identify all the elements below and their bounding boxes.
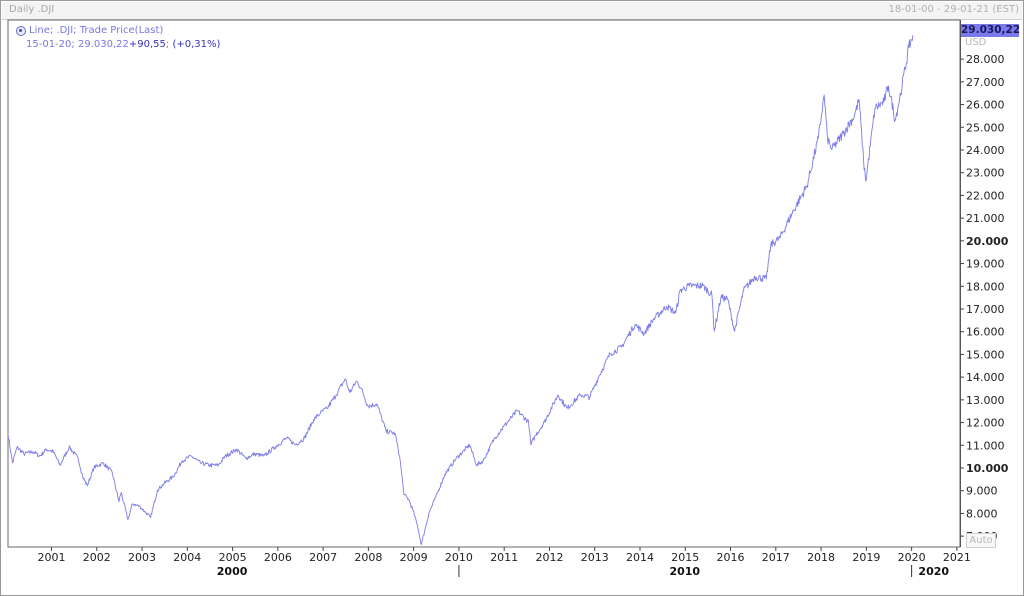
x-decade-label: 2000 bbox=[217, 565, 248, 578]
y-tick-label: 21.000 bbox=[966, 212, 1005, 225]
hover-readout: 15-01-20; 29.030,22+90,55; (+0,31%) bbox=[26, 39, 221, 50]
x-decade-label: 2010 bbox=[669, 565, 700, 578]
y-tick-label: 22.000 bbox=[966, 189, 1005, 202]
hover-value: 29.030,22 bbox=[77, 39, 129, 50]
x-tick-label: 2004 bbox=[173, 551, 201, 564]
x-tick-label: 2010 bbox=[445, 551, 473, 564]
y-tick-label: 23.000 bbox=[966, 167, 1005, 180]
last-value-badge: 29.030,22 bbox=[961, 24, 1021, 37]
x-tick-label: 2013 bbox=[581, 551, 609, 564]
y-tick-label: 8.000 bbox=[966, 507, 998, 520]
y-tick-label: 25.000 bbox=[966, 121, 1005, 134]
x-tick-label: 2002 bbox=[83, 551, 111, 564]
x-tick-label: 2014 bbox=[626, 551, 654, 564]
y-tick-label: 19.000 bbox=[966, 258, 1005, 271]
x-tick-label: 2006 bbox=[264, 551, 292, 564]
hover-date: 15-01-20 bbox=[26, 39, 72, 50]
x-tick-label: 2019 bbox=[852, 551, 880, 564]
y-tick-label: 18.000 bbox=[966, 280, 1005, 293]
x-tick-label: 2001 bbox=[38, 551, 66, 564]
series-settings-icon[interactable] bbox=[16, 26, 26, 36]
x-decade-label: 2020 bbox=[918, 565, 949, 578]
x-tick-label: 2003 bbox=[128, 551, 156, 564]
y-tick-label: 26.000 bbox=[966, 99, 1005, 112]
hover-change-pct: (+0,31%) bbox=[172, 39, 221, 50]
x-tick-label: 2009 bbox=[400, 551, 428, 564]
x-tick-label: 2017 bbox=[762, 551, 790, 564]
x-tick-label: 2011 bbox=[490, 551, 518, 564]
x-tick-label: 2012 bbox=[535, 551, 563, 564]
plot-area bbox=[7, 19, 961, 548]
dji-price-line[interactable] bbox=[7, 35, 914, 546]
y-tick-label: 15.000 bbox=[966, 348, 1005, 361]
y-tick-label: 13.000 bbox=[966, 394, 1005, 407]
y-tick-label: 9.000 bbox=[966, 485, 998, 498]
y-tick-label: 24.000 bbox=[966, 144, 1005, 157]
date-range: 18-01-00 - 29-01-21 (EST) bbox=[888, 4, 1019, 15]
x-tick-label: 2008 bbox=[354, 551, 382, 564]
y-tick-label: 12.000 bbox=[966, 417, 1005, 430]
y-tick-label: 10.000 bbox=[966, 462, 1009, 475]
series-label: Line; .DJI; Trade Price(Last) bbox=[29, 25, 164, 36]
window-title: Daily .DJI bbox=[9, 4, 55, 15]
series-legend: Line; .DJI; Trade Price(Last) 15-01-20; … bbox=[16, 24, 220, 52]
y-tick-label: 17.000 bbox=[966, 303, 1005, 316]
x-tick-label: 2018 bbox=[807, 551, 835, 564]
y-tick-label: 28.000 bbox=[966, 53, 1005, 66]
x-tick-label: 2005 bbox=[219, 551, 247, 564]
x-tick-label: 2021 bbox=[943, 551, 971, 564]
x-tick-label: 2007 bbox=[309, 551, 337, 564]
y-tick-label: 20.000 bbox=[966, 235, 1009, 248]
y-tick-label: 11.000 bbox=[966, 439, 1005, 452]
y-tick-label: 16.000 bbox=[966, 326, 1005, 339]
y-tick-label: 14.000 bbox=[966, 371, 1005, 384]
x-tick-label: 2015 bbox=[671, 551, 699, 564]
x-tick-label: 2016 bbox=[717, 551, 745, 564]
y-tick-label: 27.000 bbox=[966, 76, 1005, 89]
currency-unit: USD bbox=[965, 37, 987, 48]
hover-change: +90,55 bbox=[128, 39, 166, 50]
x-tick-label: 2020 bbox=[898, 551, 926, 564]
auto-scale-button[interactable]: Auto bbox=[966, 533, 996, 548]
